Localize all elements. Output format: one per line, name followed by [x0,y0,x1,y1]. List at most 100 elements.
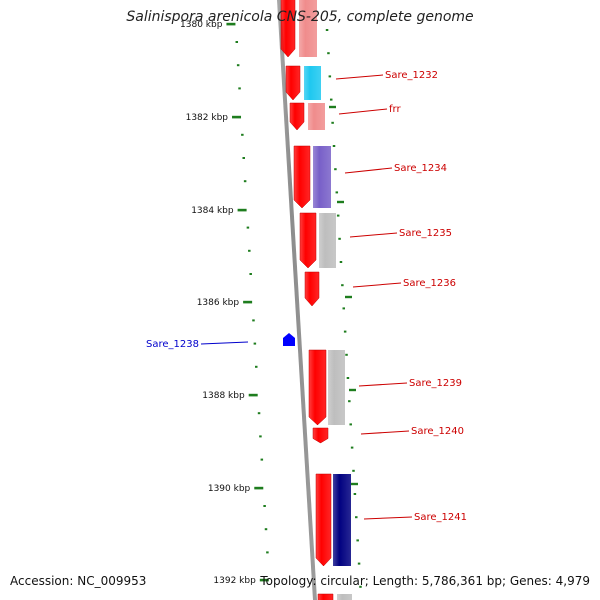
feature-track-dot [357,562,361,565]
ruler-major-tick [259,578,269,582]
feature-track-tick [329,105,336,109]
gene-label: Sare_1234 [394,163,447,174]
feature-track-dot [332,145,336,147]
gene-label-leader [338,108,388,115]
gene-label-leader [200,341,249,345]
map-title: Salinispora arenicola CNS-205, complete … [126,9,474,25]
ruler-minor-tick [252,319,255,322]
feature-track-dot [356,539,359,542]
gene-label: Sare_1232 [385,70,438,81]
ruler-minor-tick [263,505,266,507]
feature-track-tick [351,482,358,486]
gene-function-box [308,103,325,130]
ruler-major-tick [232,115,242,119]
feature-track-dot [359,585,362,588]
gene-label: Sare_1239 [409,378,462,389]
feature-track-dot [345,353,348,356]
feature-track-tick [349,388,356,392]
gene-label-leader [360,430,410,435]
forward-gene-feature [315,473,332,567]
feature-track-dot [341,284,344,287]
gene-function-box [337,594,352,600]
ruler-minor-tick [249,273,252,275]
gene-label-leader [358,382,408,387]
feature-track-tick [345,295,352,299]
ruler-tick-label: 1384 kbp [191,206,234,216]
ruler-minor-tick [253,342,257,345]
gene-label: Sare_1240 [411,426,464,437]
genome-backbone [277,0,317,600]
feature-track-dot [325,29,329,31]
gene-function-box [328,350,345,425]
gene-label: Sare_1236 [403,278,456,289]
ruler-minor-tick [266,551,269,554]
ruler-tick-label: 1380 kbp [180,20,223,30]
feature-track-dot [349,423,352,426]
forward-gene-feature [304,271,320,307]
feature-track-dot [327,52,330,55]
gene-function-box [304,66,321,100]
ruler-minor-tick [255,365,258,368]
feature-track-dot [334,168,337,171]
gene-label-leader [363,516,413,520]
feature-track-dot [353,493,357,495]
ruler-minor-tick [242,157,245,159]
forward-gene-feature [285,65,301,101]
feature-track-dot [328,75,332,78]
ruler-minor-tick [241,133,244,136]
forward-gene-feature [308,349,327,426]
ruler-major-tick [243,300,253,304]
ruler-minor-tick [264,528,268,531]
gene-label-leader [352,282,402,288]
forward-gene-feature [317,593,334,600]
feature-track-dot [355,516,358,519]
ruler-major-tick [226,22,236,26]
ruler-tick-label: 1390 kbp [208,484,251,494]
forward-gene-feature [293,145,311,209]
forward-gene-feature [280,0,296,58]
ruler-minor-tick [238,87,241,90]
ruler-tick-label: 1388 kbp [202,391,245,401]
ruler-tick-label: 1392 kbp [213,576,256,586]
ruler-minor-tick [235,41,239,43]
genome-summary: Topology: circular; Length: 5,786,361 bp… [260,574,590,588]
ruler-tick-label: 1386 kbp [197,298,240,308]
feature-track-dot [339,261,343,263]
gene-function-box [319,213,336,268]
ruler-minor-tick [260,458,264,461]
ruler-major-tick [254,486,264,490]
feature-track-dot [336,214,340,217]
gene-function-box [299,0,317,57]
ruler-minor-tick [259,435,262,438]
gene-label-leader [335,74,384,80]
gene-function-box [313,146,331,208]
ruler-minor-tick [248,249,251,252]
feature-track-tick [337,200,344,204]
feature-track-dot [346,377,350,379]
feature-track-dot [342,307,346,310]
feature-track-dot [329,98,333,101]
gene-label-leader [344,167,393,174]
gene-label-leader [349,232,398,238]
reverse-gene-feature [283,333,295,346]
accession-text: Accession: NC_009953 [10,574,147,588]
forward-gene-feature [289,102,305,131]
ruler-major-tick [248,393,258,397]
ruler-minor-tick [243,180,247,183]
gene-label: Sare_1241 [414,512,467,523]
feature-track-dot [335,191,339,194]
feature-track-dot [352,469,355,472]
gene-function-box [333,474,351,566]
ruler-minor-tick [246,226,250,229]
feature-track-dot [343,330,347,333]
feature-track-dot [331,121,334,124]
ruler-major-tick [237,208,247,212]
gene-label: frr [389,104,401,115]
gene-label: Sare_1235 [399,228,452,239]
gene-label: Sare_1238 [146,339,199,350]
feature-track-dot [338,237,341,240]
ruler-minor-tick [236,64,240,67]
ruler-minor-tick [257,412,261,415]
ruler-tick-label: 1382 kbp [186,113,229,123]
forward-gene-feature [299,212,317,269]
